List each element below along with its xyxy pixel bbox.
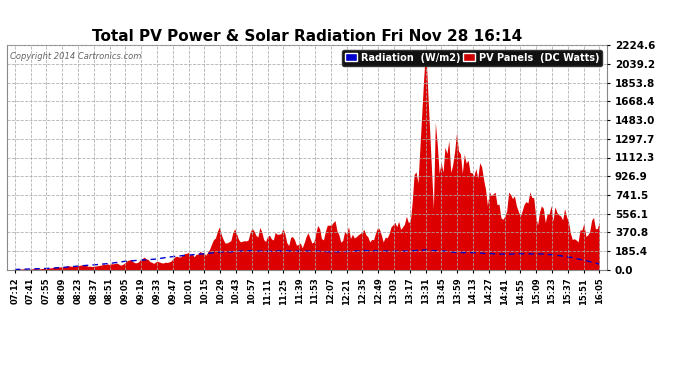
Text: Copyright 2014 Cartronics.com: Copyright 2014 Cartronics.com	[10, 52, 141, 61]
Legend: Radiation  (W/m2), PV Panels  (DC Watts): Radiation (W/m2), PV Panels (DC Watts)	[342, 50, 602, 66]
Title: Total PV Power & Solar Radiation Fri Nov 28 16:14: Total PV Power & Solar Radiation Fri Nov…	[92, 29, 522, 44]
